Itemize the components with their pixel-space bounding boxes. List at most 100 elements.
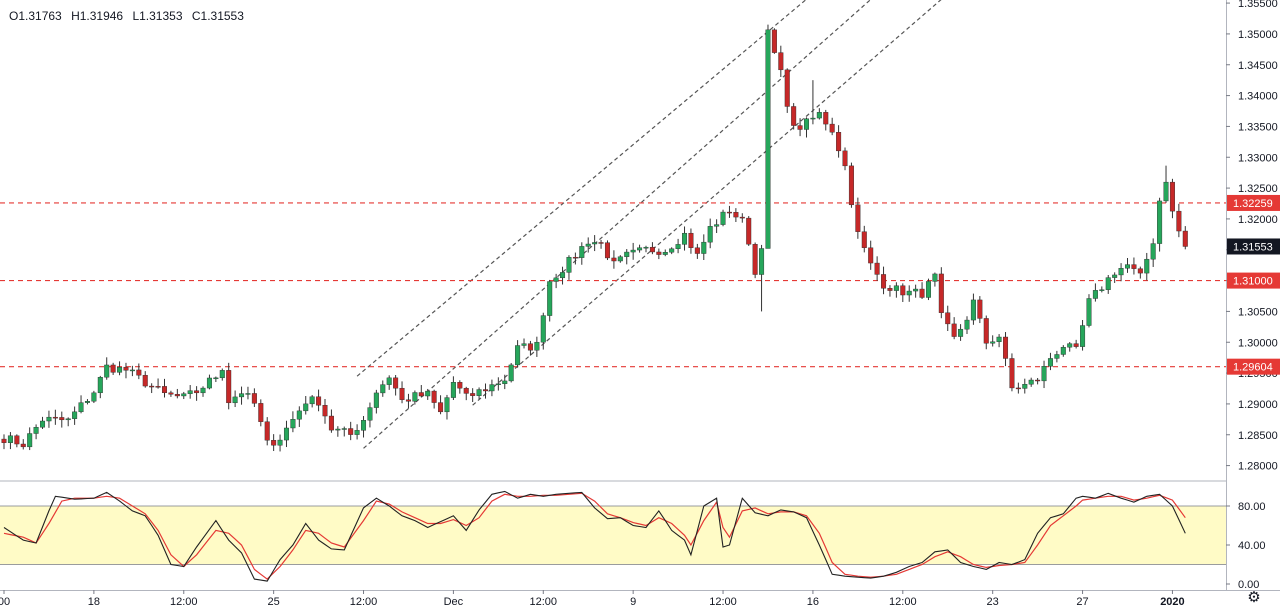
candle-up [1144, 258, 1150, 274]
candle-up [720, 211, 726, 225]
candle-down [405, 399, 411, 402]
candle-down [399, 387, 405, 400]
candle-up [925, 281, 931, 298]
candle-up [425, 390, 431, 397]
main-pane [0, 0, 1226, 452]
candle-up [450, 382, 456, 398]
candle-down [258, 403, 264, 422]
candle-up [104, 364, 110, 378]
candle-up [1118, 268, 1124, 276]
level-price-label: 1.32259 [1233, 198, 1273, 210]
candle-up [1080, 325, 1086, 347]
candle-down [746, 217, 752, 245]
candle-down [14, 435, 20, 445]
price-tick-label: 1.30000 [1238, 337, 1278, 349]
candle-up [624, 251, 630, 257]
candle-down [604, 242, 610, 259]
candle-up [540, 315, 546, 343]
candle-up [1028, 379, 1034, 385]
candle-down [418, 392, 424, 397]
candle-down [1009, 358, 1015, 389]
candle-down [855, 204, 861, 232]
candle-down [861, 231, 867, 248]
candle-up [290, 419, 296, 429]
candle-up [219, 370, 225, 379]
stoch-band [0, 506, 1226, 565]
candle-up [893, 285, 899, 291]
candle-down [739, 216, 745, 219]
candle-down [271, 440, 277, 446]
candle-down [264, 421, 270, 441]
candle-down [938, 273, 944, 313]
candle-up [682, 232, 688, 245]
price-tick-label: 1.32500 [1238, 183, 1278, 195]
time-tick-label: 16 [807, 596, 819, 608]
price-tick-label: 1.28500 [1238, 430, 1278, 442]
channel-line [356, 0, 807, 377]
time-tick-label: 23 [987, 596, 999, 608]
time-tick-label: 12:00 [709, 596, 737, 608]
candle-down [649, 246, 655, 253]
candle-up [1092, 290, 1098, 299]
candle-down [123, 366, 129, 371]
candle-up [245, 393, 251, 395]
candle-down [945, 312, 951, 325]
candle-down [1035, 379, 1041, 382]
candle-up [765, 29, 771, 249]
candle-up [964, 319, 970, 330]
candle-down [110, 364, 116, 373]
candle-up [521, 343, 527, 346]
candle-up [1067, 343, 1073, 348]
candle-up [444, 397, 450, 413]
candle-down [983, 318, 989, 344]
candle-down [572, 256, 578, 259]
candle-up [84, 401, 90, 403]
candle-up [476, 389, 482, 396]
candle-down [431, 390, 437, 403]
candle-down [836, 132, 842, 152]
candle-up [7, 435, 13, 443]
candle-up [1022, 384, 1028, 389]
candle-down [752, 244, 758, 275]
price-tick-label: 1.28000 [1238, 461, 1278, 473]
candle-up [804, 118, 810, 130]
candle-down [1015, 387, 1021, 390]
candle-down [348, 428, 354, 435]
candle-up [669, 248, 675, 253]
candle-up [1150, 243, 1156, 260]
candle-up [714, 224, 720, 227]
candle-up [759, 248, 765, 275]
candle-up [213, 377, 219, 380]
price-tick-label: 1.35500 [1238, 0, 1278, 10]
candle-up [72, 411, 78, 419]
candle-up [65, 418, 71, 421]
candle-down [136, 369, 142, 376]
candle-up [534, 341, 540, 351]
time-tick-label: 12:00 [530, 596, 558, 608]
candle-up [1163, 181, 1169, 202]
candle-down [527, 343, 533, 351]
candle-up [560, 272, 566, 279]
price-tick-label: 1.29000 [1238, 399, 1278, 411]
last-price-tag [1227, 238, 1280, 255]
candle-down [733, 212, 739, 218]
candle-up [117, 366, 123, 373]
candle-down [155, 386, 161, 388]
stoch-tick-label: 40.00 [1238, 540, 1266, 552]
candle-down [393, 377, 399, 389]
candle-up [1054, 354, 1060, 359]
candle-up [592, 242, 598, 245]
candle-down [1182, 230, 1188, 247]
gear-icon[interactable]: ⚙ [1247, 589, 1261, 606]
time-tick-label: 12:00 [350, 596, 378, 608]
candle-up [27, 433, 33, 448]
candle-up [239, 393, 245, 398]
candle-up [380, 384, 386, 394]
candle-down [251, 393, 257, 404]
candle-down [694, 247, 700, 254]
candle-down [1073, 343, 1079, 347]
time-tick-label: 27 [1076, 596, 1088, 608]
candle-up [502, 380, 508, 385]
